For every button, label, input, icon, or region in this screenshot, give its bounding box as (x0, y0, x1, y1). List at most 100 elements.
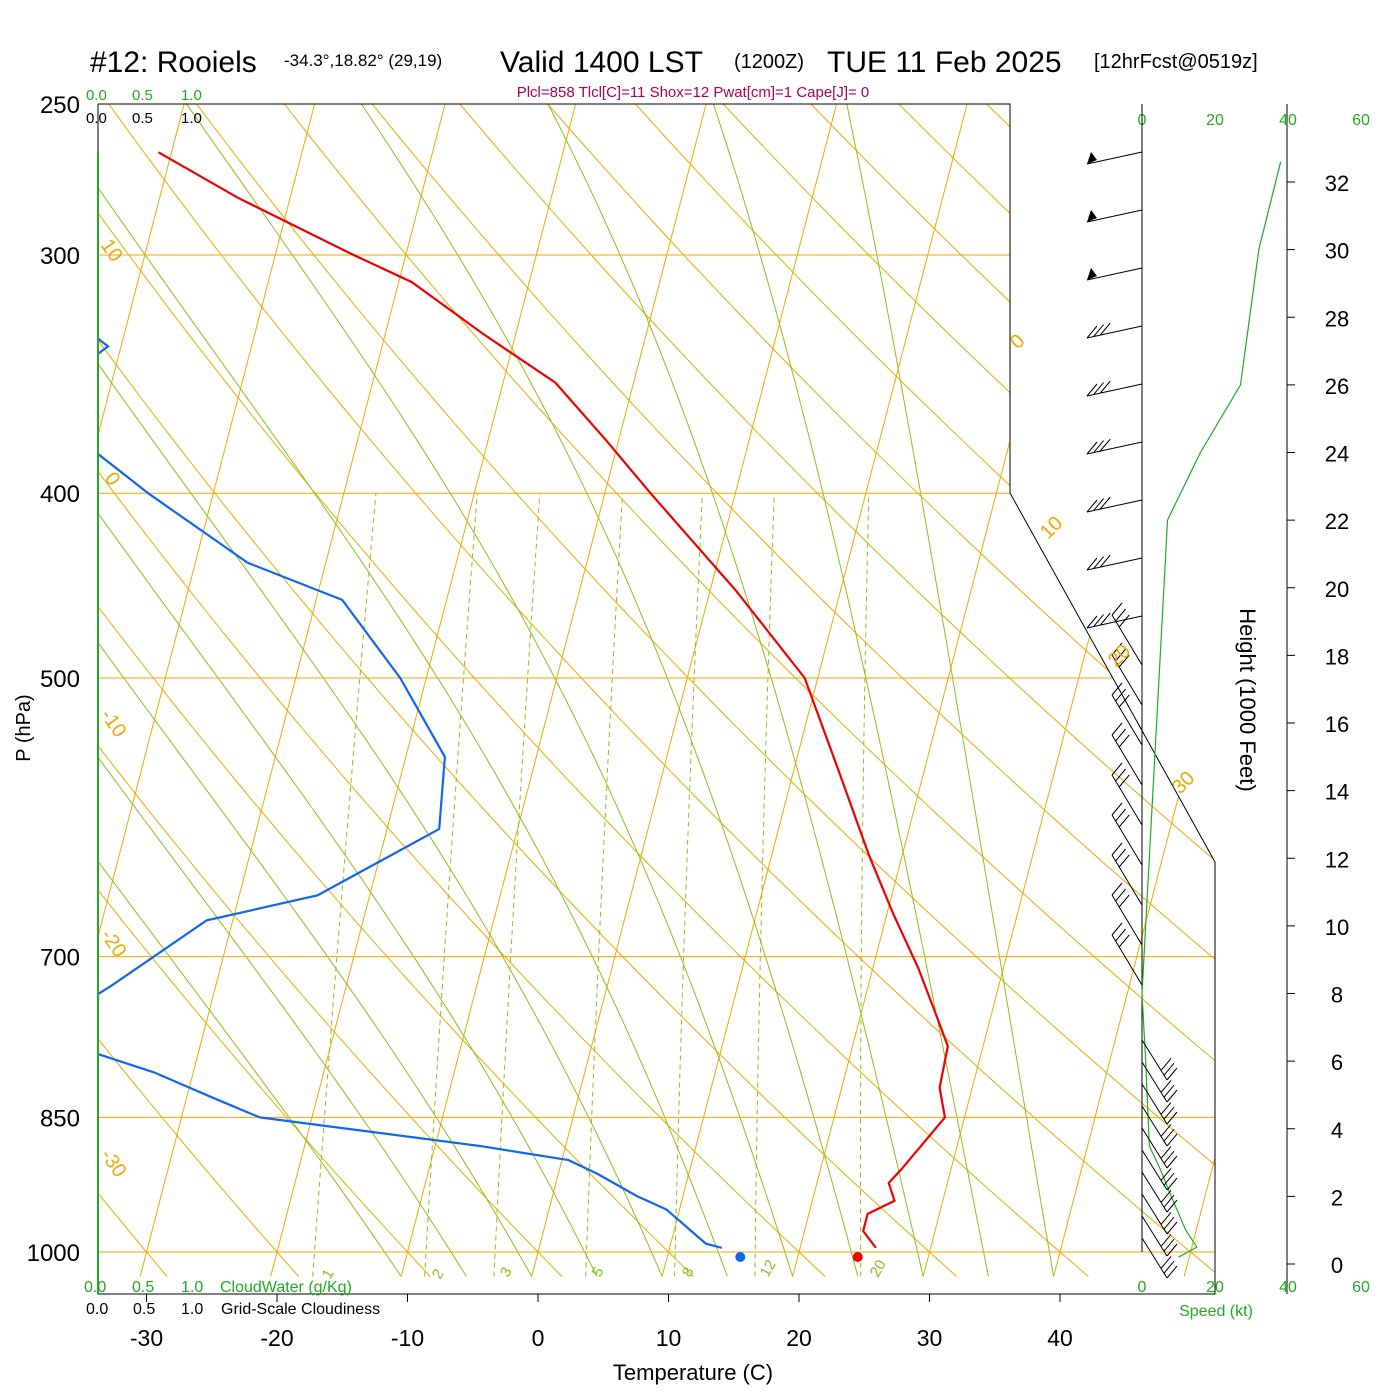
wind-barb-feather (1160, 1058, 1172, 1071)
wind-barb-feather (1115, 608, 1126, 622)
mixing-ratio-line (585, 493, 623, 1277)
cloudiness-label: Grid-Scale Cloudiness (221, 1301, 380, 1318)
wind-barb (1141, 1171, 1168, 1213)
cloud-tick-top-black-0: 0.0 (86, 110, 107, 127)
wind-barb-feather (1111, 882, 1123, 896)
mixing-ratio-label: 12 (757, 1257, 780, 1280)
wind-barb-feather (1111, 682, 1123, 696)
height-tick-label: 2 (1331, 1185, 1343, 1210)
wind-barb-feather (1118, 894, 1130, 908)
temperature-tick-label: 40 (1047, 1325, 1073, 1351)
isotherm-line (98, 104, 185, 1277)
wind-barb (1141, 1105, 1168, 1147)
station-title: #12: Rooiels (90, 46, 257, 79)
wind-barb-feather (1166, 1243, 1178, 1257)
speed-tick-label-bottom: 60 (1352, 1279, 1370, 1296)
wind-barb (1086, 499, 1143, 513)
isotherm-line (139, 104, 446, 1277)
height-tick-label: 4 (1331, 1118, 1343, 1143)
wind-barb (1111, 734, 1143, 786)
wind-barb-feather (1115, 688, 1126, 702)
wind-barb (1086, 209, 1143, 223)
pressure-tick-label: 1000 (27, 1240, 80, 1267)
wind-barb-feather (1163, 1106, 1175, 1120)
surface-dewpoint-marker (735, 1252, 746, 1262)
pressure-tick-label: 500 (40, 666, 80, 693)
height-tick-label: 22 (1325, 509, 1349, 534)
speed-tick-label-bottom: 20 (1206, 1279, 1224, 1296)
wind-barb (1086, 325, 1143, 339)
wind-barb-feather (1086, 615, 1098, 629)
height-tick-label: 18 (1325, 644, 1349, 669)
sounding-series (98, 151, 949, 1262)
isotherm-label: 10 (1036, 512, 1067, 543)
wind-barb-feather (1115, 888, 1126, 902)
dry-adiabat-line (986, 104, 1215, 1277)
wind-speed-line (1141, 161, 1282, 1258)
wind-barb-feather (1160, 1080, 1172, 1093)
wind-barb-flag (1087, 152, 1097, 164)
wind-barb (1086, 615, 1143, 629)
temperature-tick-label: -10 (391, 1325, 424, 1351)
cloud-tick-bottom-black-0: 0.0 (86, 1301, 108, 1318)
mixing-ratio-label: 2 (429, 1266, 448, 1282)
dry-adiabat-line (1338, 104, 1400, 1277)
moist-adiabat-line (846, 104, 1055, 1277)
speed-axis-label: Speed (kt) (1179, 1303, 1253, 1320)
wind-barb-feather (1111, 922, 1123, 936)
wind-barb-flag (1087, 210, 1097, 222)
wind-barb-feather (1160, 1190, 1172, 1203)
wind-barb (1111, 854, 1143, 906)
cloud-tick-bottom-green-1: 0.5 (132, 1279, 154, 1296)
wind-barb-feather (1093, 614, 1104, 627)
mixing-ratio-label: 5 (589, 1264, 608, 1280)
y-axis-label: P (hPa) (13, 694, 35, 761)
wind-barb-feather (1166, 1111, 1178, 1125)
wind-barb-feather (1163, 1150, 1175, 1164)
isotherm-label: -20 (96, 925, 131, 961)
height-tick-label: 0 (1331, 1253, 1343, 1278)
wind-barb-feather (1163, 1128, 1175, 1142)
wind-barb-feather (1160, 1256, 1172, 1269)
temperature-tick-label: 20 (786, 1325, 812, 1351)
valid-date: TUE 11 Feb 2025 (827, 46, 1062, 79)
wind-barb-feather (1118, 734, 1130, 748)
wind-barb (1086, 151, 1143, 165)
cloud-tick-bottom-green-2: 1.0 (181, 1279, 203, 1296)
isotherm-line (792, 104, 1099, 1277)
wind-barb-feather (1115, 928, 1126, 942)
mixing-ratio-label: 8 (679, 1264, 698, 1280)
pressure-tick-label: 700 (40, 945, 80, 972)
moist-adiabat-line (98, 104, 402, 1277)
wind-barb (1111, 774, 1143, 826)
dry-adiabat-line (0, 104, 36, 1277)
temperature-tick-label: 10 (656, 1325, 682, 1351)
isotherm-label: -30 (96, 1145, 131, 1181)
mixing-ratio-line (312, 493, 377, 1277)
cloud-tick-bottom-green-0: 0.0 (84, 1279, 106, 1296)
wind-barb (1141, 1083, 1168, 1125)
wind-barb-feather (1086, 557, 1098, 571)
temperature-line (157, 151, 949, 1249)
height-tick-label: 6 (1331, 1050, 1343, 1075)
isotherm-label: 0 (1006, 330, 1029, 353)
wind-barb (1086, 267, 1143, 281)
mixing-ratio-line (424, 493, 478, 1277)
wind-barb (1086, 557, 1143, 571)
dry-adiabat-line (371, 104, 1215, 1277)
surface-temperature-marker (852, 1252, 863, 1262)
wind-barb-feather (1099, 438, 1111, 452)
wind-barb-feather (1115, 808, 1126, 822)
wind-barb-feather (1166, 1177, 1178, 1191)
mixing-ratio-line (493, 493, 541, 1277)
cloud-tick-top-black-1: 0.5 (132, 110, 153, 127)
wind-barb (1141, 1039, 1168, 1081)
moist-adiabat-line (98, 104, 598, 1277)
speed-tick-label-top: 40 (1279, 112, 1297, 129)
wind-barb-feather (1115, 648, 1126, 662)
moist-adiabat-line (360, 104, 859, 1277)
indices-line: Plcl=858 Tlcl[C]=11 Shox=12 Pwat[cm]=1 C… (517, 84, 870, 101)
wind-barb-feather (1166, 1199, 1178, 1213)
wind-barb (1141, 1061, 1168, 1103)
isotherm-line (98, 104, 316, 1277)
